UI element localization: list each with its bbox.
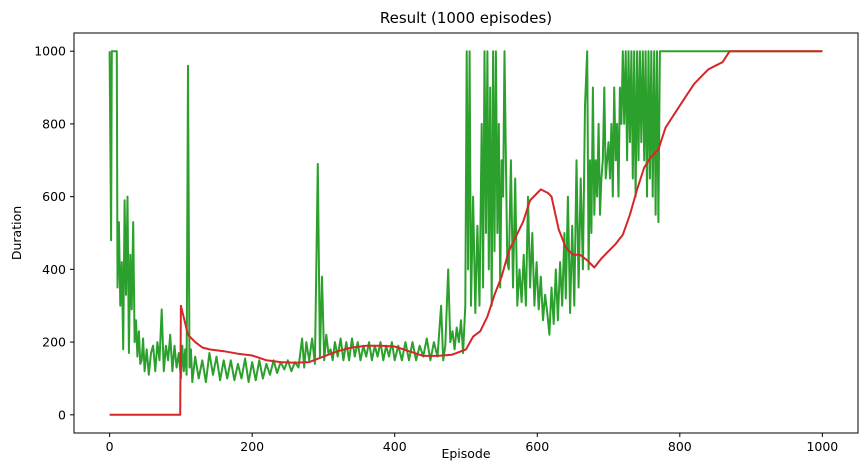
x-axis-ticks: 0 200 400 600 800 1000 bbox=[106, 433, 838, 454]
x-tick-label: 600 bbox=[525, 439, 549, 454]
x-axis-label: Episode bbox=[441, 446, 490, 461]
series-line-1 bbox=[108, 50, 823, 384]
y-tick-label: 600 bbox=[42, 189, 66, 204]
axes-frame bbox=[73, 32, 859, 434]
x-tick-label: 800 bbox=[668, 439, 692, 454]
x-tick-label: 200 bbox=[240, 439, 264, 454]
y-tick-label: 200 bbox=[42, 335, 66, 350]
y-tick-label: 800 bbox=[42, 116, 66, 131]
chart-title: Result (1000 episodes) bbox=[380, 9, 552, 27]
plot-area bbox=[108, 50, 823, 416]
x-tick-label: 400 bbox=[383, 439, 407, 454]
y-axis-label: Duration bbox=[9, 206, 24, 260]
y-tick-label: 400 bbox=[42, 262, 66, 277]
series-line-2 bbox=[109, 50, 823, 416]
y-tick-label: 1000 bbox=[34, 44, 66, 59]
y-tick-label: 0 bbox=[58, 407, 66, 422]
y-axis-ticks: 0 200 400 600 800 1000 bbox=[34, 44, 74, 422]
x-tick-label: 0 bbox=[106, 439, 114, 454]
x-tick-label: 1000 bbox=[806, 439, 838, 454]
